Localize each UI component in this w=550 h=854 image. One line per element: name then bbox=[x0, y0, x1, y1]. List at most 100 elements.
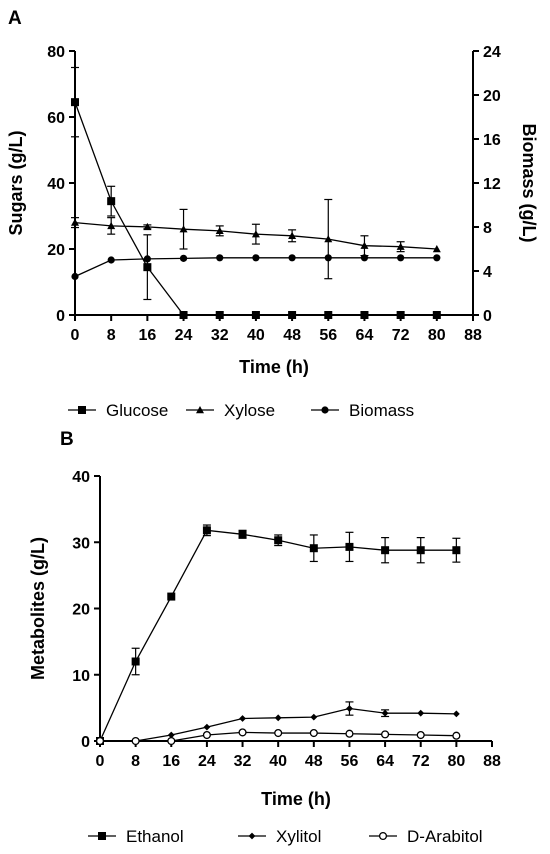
panel-a-series-xylose-point bbox=[288, 231, 297, 239]
panel-b-x-tick-label: 0 bbox=[96, 753, 105, 770]
panel-a-y-axis-title: Sugars (g/L) bbox=[6, 130, 26, 235]
panel-b-series-ethanol-point bbox=[416, 546, 425, 555]
panel-a-series-xylose-point bbox=[360, 241, 369, 249]
panel-b-series-xylitol-point bbox=[203, 723, 211, 731]
panel-b-series-ethanol-point bbox=[238, 530, 247, 539]
panel-a-series-glucose-point bbox=[71, 98, 79, 107]
panel-b-y-tick-label: 30 bbox=[72, 535, 90, 552]
panel-b-series-d-arabitol-point bbox=[167, 736, 176, 746]
panel-a-series-glucose bbox=[71, 66, 441, 319]
panel-a-series-xylose-point bbox=[179, 225, 188, 233]
panel-a-legend-biomass-label: Biomass bbox=[349, 401, 414, 420]
panel-a-series-biomass-point bbox=[71, 272, 79, 281]
panel-a-y2-tick-label: 0 bbox=[483, 308, 492, 325]
panel-a-series-glucose-point bbox=[251, 311, 260, 319]
panel-b-y-axis-title: Metabolites (g/L) bbox=[28, 537, 48, 680]
panel-b-x-tick-label: 24 bbox=[198, 753, 216, 770]
panel-b-legend-xylitol-label: Xylitol bbox=[276, 827, 321, 846]
panel-a-y2-axis-title: Biomass (g/L) bbox=[519, 123, 539, 242]
panel-a-series-xylose-point bbox=[143, 222, 152, 231]
panel-a-y2-tick-label: 16 bbox=[483, 132, 501, 149]
panel-b-legend-d-arabitol-marker bbox=[378, 831, 388, 841]
panel-b-series-ethanol-point bbox=[131, 657, 140, 666]
panel-a-series-xylose-point bbox=[324, 235, 333, 243]
panel-b-series-xylitol-point bbox=[239, 715, 246, 722]
panel-b-series-ethanol-point bbox=[202, 526, 211, 535]
panel-b-x-axis-title: Time (h) bbox=[261, 789, 331, 809]
panel-a-series-biomass-point bbox=[397, 254, 405, 262]
panel-a-series-glucose-point bbox=[432, 311, 441, 319]
panel-b-series-ethanol-point bbox=[345, 542, 354, 551]
panel-a-x-tick-label: 56 bbox=[319, 327, 337, 344]
panel-a-x-tick-label: 88 bbox=[464, 327, 482, 344]
panel-b-x-tick-label: 32 bbox=[234, 753, 252, 770]
panel-b-y-tick-label: 40 bbox=[72, 469, 90, 486]
panel-a-y-tick-label: 0 bbox=[56, 308, 65, 325]
panel-a-y2-tick-label: 12 bbox=[483, 176, 501, 193]
panel-b-series-ethanol-line bbox=[99, 529, 457, 742]
panel-a-y2-tick-label: 20 bbox=[483, 88, 501, 105]
panel-a-y-tick-label: 80 bbox=[47, 44, 65, 61]
panel-a-series-biomass bbox=[71, 254, 441, 281]
panel-a-letter: A bbox=[8, 8, 22, 29]
panel-b-series-xylitol-point bbox=[310, 713, 318, 721]
panel-a-x-tick-label: 0 bbox=[71, 327, 80, 344]
panel-a-x-tick-label: 32 bbox=[211, 327, 229, 344]
panel-a-series-biomass-point bbox=[179, 254, 188, 262]
panel-a-y2-tick-label: 24 bbox=[483, 44, 501, 61]
panel-b-series-d-arabitol-point bbox=[309, 728, 318, 738]
panel-a-y2-tick-label: 4 bbox=[483, 264, 492, 281]
panel-b-series-d-arabitol-point bbox=[95, 736, 105, 746]
panel-b-series-xylitol-point bbox=[417, 709, 425, 717]
panel-a-series-xylose-point bbox=[251, 230, 260, 238]
panel-a-series-glucose-line bbox=[74, 101, 437, 316]
panel-a-series-biomass-point bbox=[143, 255, 151, 263]
panel-a-series-glucose-point bbox=[107, 197, 116, 206]
panel-b-legend-ethanol-label: Ethanol bbox=[126, 827, 184, 846]
panel-a-x-tick-label: 24 bbox=[175, 327, 193, 344]
panel-a-series-xylose-point bbox=[71, 218, 79, 226]
panel-a-series-biomass-point bbox=[216, 254, 224, 262]
panel-a-series-biomass-point bbox=[324, 254, 332, 262]
panel-a-x-tick-label: 72 bbox=[392, 327, 410, 344]
panel-b-series-xylitol-point bbox=[274, 714, 282, 722]
panel-b-series-xylitol-point bbox=[167, 731, 175, 739]
panel-a-y2-tick-label: 8 bbox=[483, 220, 492, 237]
panel-a-x-tick-label: 80 bbox=[428, 327, 446, 344]
panel-a-y-tick-label: 40 bbox=[47, 176, 65, 193]
panel-a-y-tick-label: 20 bbox=[47, 242, 65, 259]
panel-b-series-xylitol bbox=[96, 701, 460, 745]
panel-a-legend-glucose-label: Glucose bbox=[106, 401, 168, 420]
panel-b-series-d-arabitol-point bbox=[345, 729, 354, 738]
panel-b-legend-xylitol-marker bbox=[248, 832, 256, 840]
panel-b-series-d-arabitol-point bbox=[131, 736, 140, 746]
panel-b-x-tick-label: 40 bbox=[269, 753, 287, 770]
panel-a-x-tick-label: 40 bbox=[247, 327, 265, 344]
panel-b-x-tick-label: 88 bbox=[483, 753, 501, 770]
panel-a-x-tick-label: 48 bbox=[283, 327, 301, 344]
panel-b-series-d-arabitol bbox=[95, 728, 461, 746]
panel-b-y-tick-label: 0 bbox=[81, 734, 90, 751]
panel-b-x-tick-label: 80 bbox=[447, 753, 465, 770]
panel-b-y-tick-label: 20 bbox=[72, 602, 90, 619]
panel-b-x-tick-label: 16 bbox=[162, 753, 180, 770]
panel-a-series-glucose-point bbox=[288, 311, 297, 319]
panel-b-series-d-arabitol-point bbox=[274, 728, 283, 738]
panel-a-series-glucose-point bbox=[324, 311, 333, 319]
panel-a-series-biomass-point bbox=[433, 254, 441, 262]
panel-a-x-axis-title: Time (h) bbox=[239, 357, 309, 377]
panel-a-x-tick-label: 64 bbox=[356, 327, 374, 344]
panel-b-series-d-arabitol-point bbox=[381, 730, 390, 739]
panel-a-series-glucose-point bbox=[396, 311, 405, 319]
panel-b-series-ethanol-point bbox=[167, 592, 176, 601]
panel-b-legend-ethanol-marker bbox=[98, 832, 106, 840]
panel-a-x-tick-label: 16 bbox=[138, 327, 156, 344]
panel-b-series-d-arabitol-point bbox=[238, 728, 247, 737]
panel-a-legend-xylose-label: Xylose bbox=[224, 401, 275, 420]
panel-a-series-glucose-point bbox=[360, 311, 369, 319]
panel-a-series-biomass-point bbox=[107, 256, 115, 264]
panel-a-series-glucose-point bbox=[179, 311, 188, 319]
panel-a-series-xylose-point bbox=[396, 242, 405, 250]
panel-b-letter: B bbox=[60, 429, 74, 450]
panel-b-series-xylitol-point bbox=[452, 710, 460, 718]
